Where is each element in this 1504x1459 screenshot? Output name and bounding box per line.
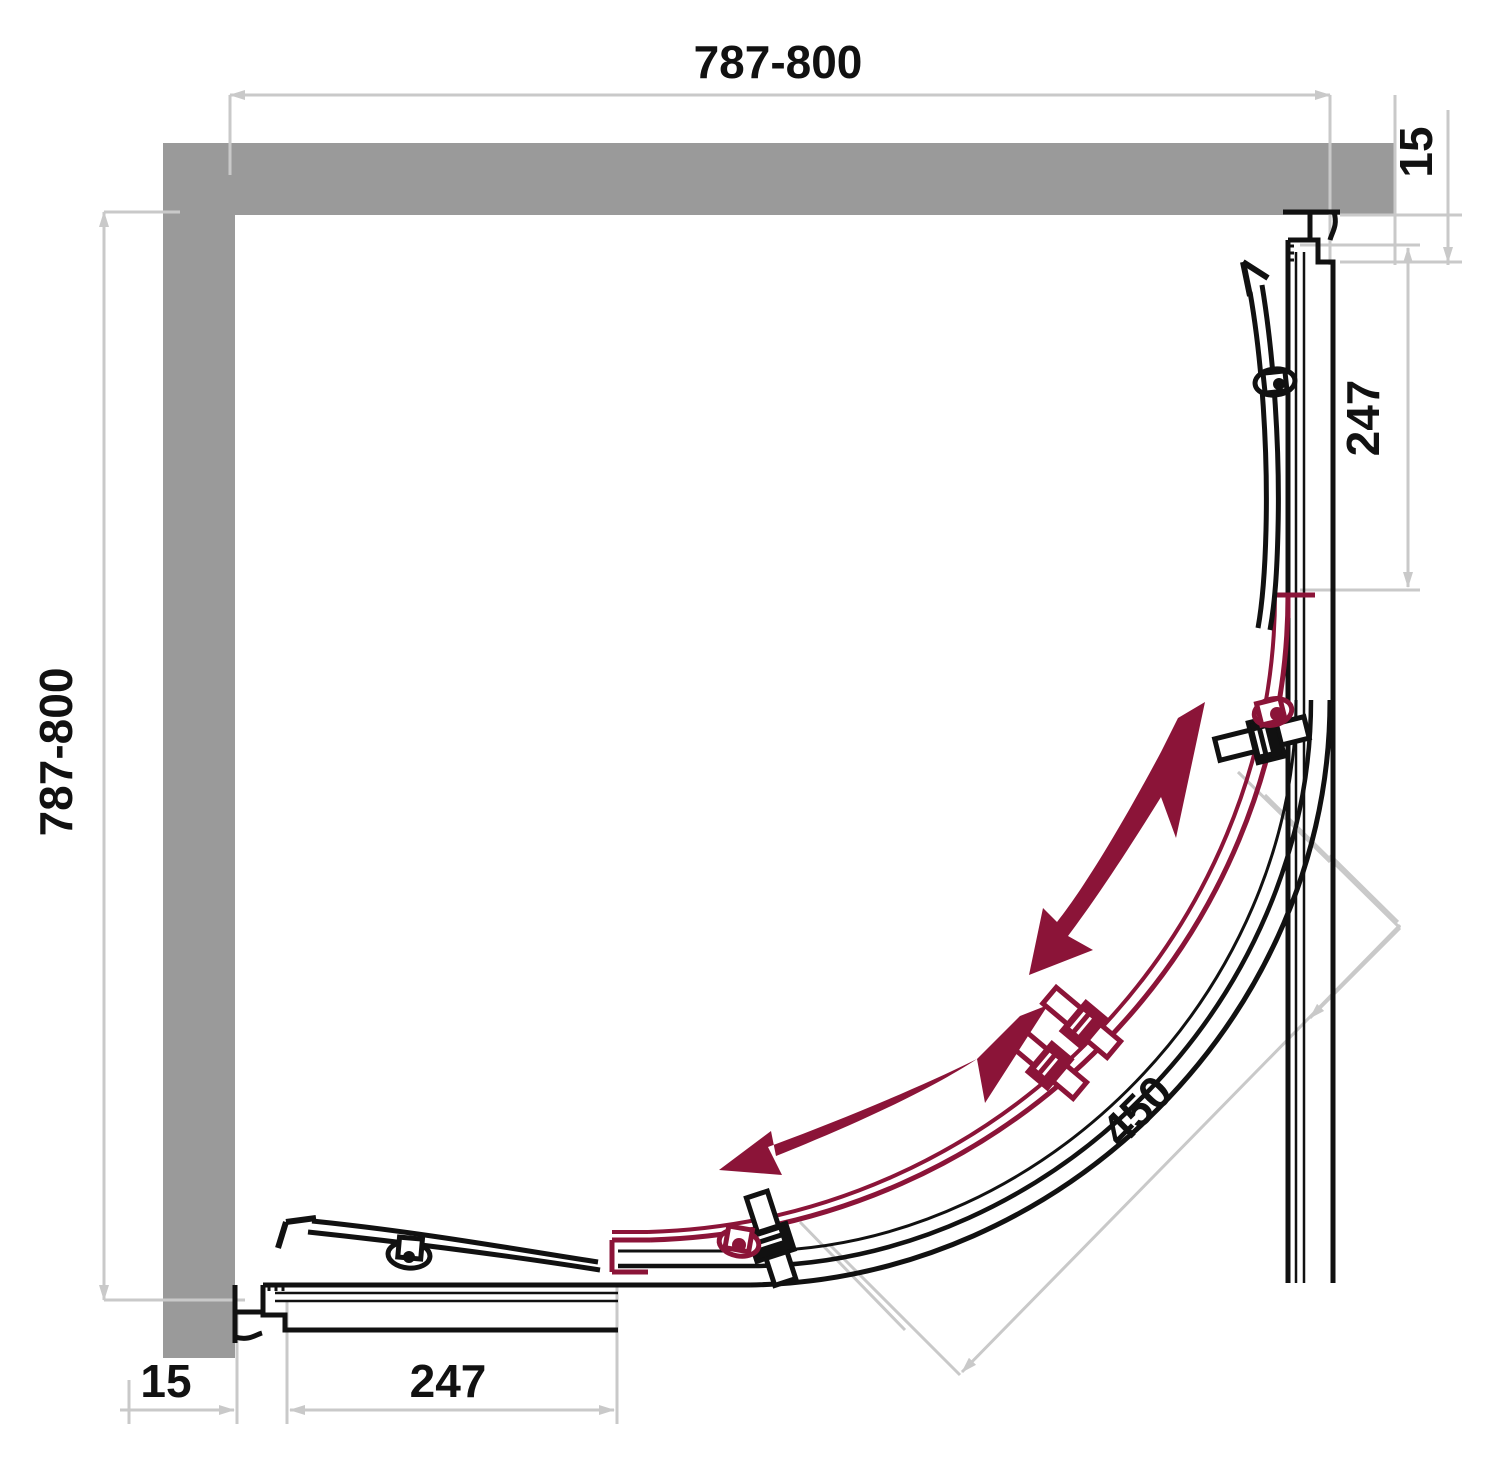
enclosure-glasswork	[232, 209, 1340, 1343]
walls-group	[163, 143, 1395, 1358]
sliding-door-inner-arc	[647, 594, 1277, 1234]
handle-upper-arm-b	[1259, 284, 1281, 631]
dim-label-right-door: 247	[1337, 380, 1389, 457]
dimension-labels-group: 787-800 15 247 787-800 15 247 450	[30, 36, 1442, 1407]
dim-label-bottom-left-gap: 15	[140, 1355, 191, 1407]
handle-right-knob	[1251, 694, 1295, 729]
roller-upper	[1252, 366, 1298, 398]
dim-label-bottom-door: 247	[410, 1355, 487, 1407]
top-wall	[163, 143, 1395, 215]
handle-upper-arm-a	[1247, 291, 1269, 629]
handle-lower-tip	[285, 1215, 317, 1225]
handle-right-assembly	[1211, 694, 1313, 766]
dim-450-corner-tick	[1328, 853, 1400, 924]
fixed-panel-outer-arc	[749, 699, 1333, 1288]
sliding-door-group	[609, 592, 1315, 1275]
handle-lower-left-group	[275, 1215, 601, 1273]
bottom-wall-profile	[232, 1282, 618, 1343]
dim-label-radius: 450	[1091, 1065, 1182, 1156]
handle-lower-tip2	[275, 1221, 289, 1249]
dimension-lines-group	[99, 90, 1462, 1424]
leader-right-handle	[1236, 770, 1332, 864]
slide-arrow-lower	[719, 1005, 1048, 1175]
dim-label-left-height: 787-800	[30, 668, 82, 837]
sliding-door-outer-arc	[649, 594, 1291, 1243]
roller-lower	[385, 1234, 433, 1271]
handle-bottom-knob	[716, 1223, 762, 1259]
fixed-panel-inner-arc	[754, 699, 1314, 1269]
track-arc	[759, 699, 1298, 1253]
dim-450-arrow-upper	[1308, 926, 1402, 1020]
handle-upper-tip2	[1240, 261, 1253, 297]
right-wall-profile	[1283, 209, 1340, 1283]
dim-label-top-right-gap: 15	[1390, 126, 1442, 177]
motion-arrows-group	[719, 702, 1205, 1175]
handle-upper-tip	[1241, 259, 1270, 281]
handle-middle-assembly	[1005, 983, 1125, 1102]
handle-lower-arm-a	[311, 1218, 599, 1265]
dim-450-leg-left	[828, 1243, 962, 1377]
slide-arrow-upper	[1029, 702, 1205, 975]
handle-bottom-assembly	[716, 1188, 799, 1289]
dim-label-top-width: 787-800	[694, 36, 863, 88]
handle-upper-group	[1240, 259, 1298, 631]
left-wall	[163, 143, 235, 1358]
handle-lower-arm-b	[307, 1229, 601, 1273]
